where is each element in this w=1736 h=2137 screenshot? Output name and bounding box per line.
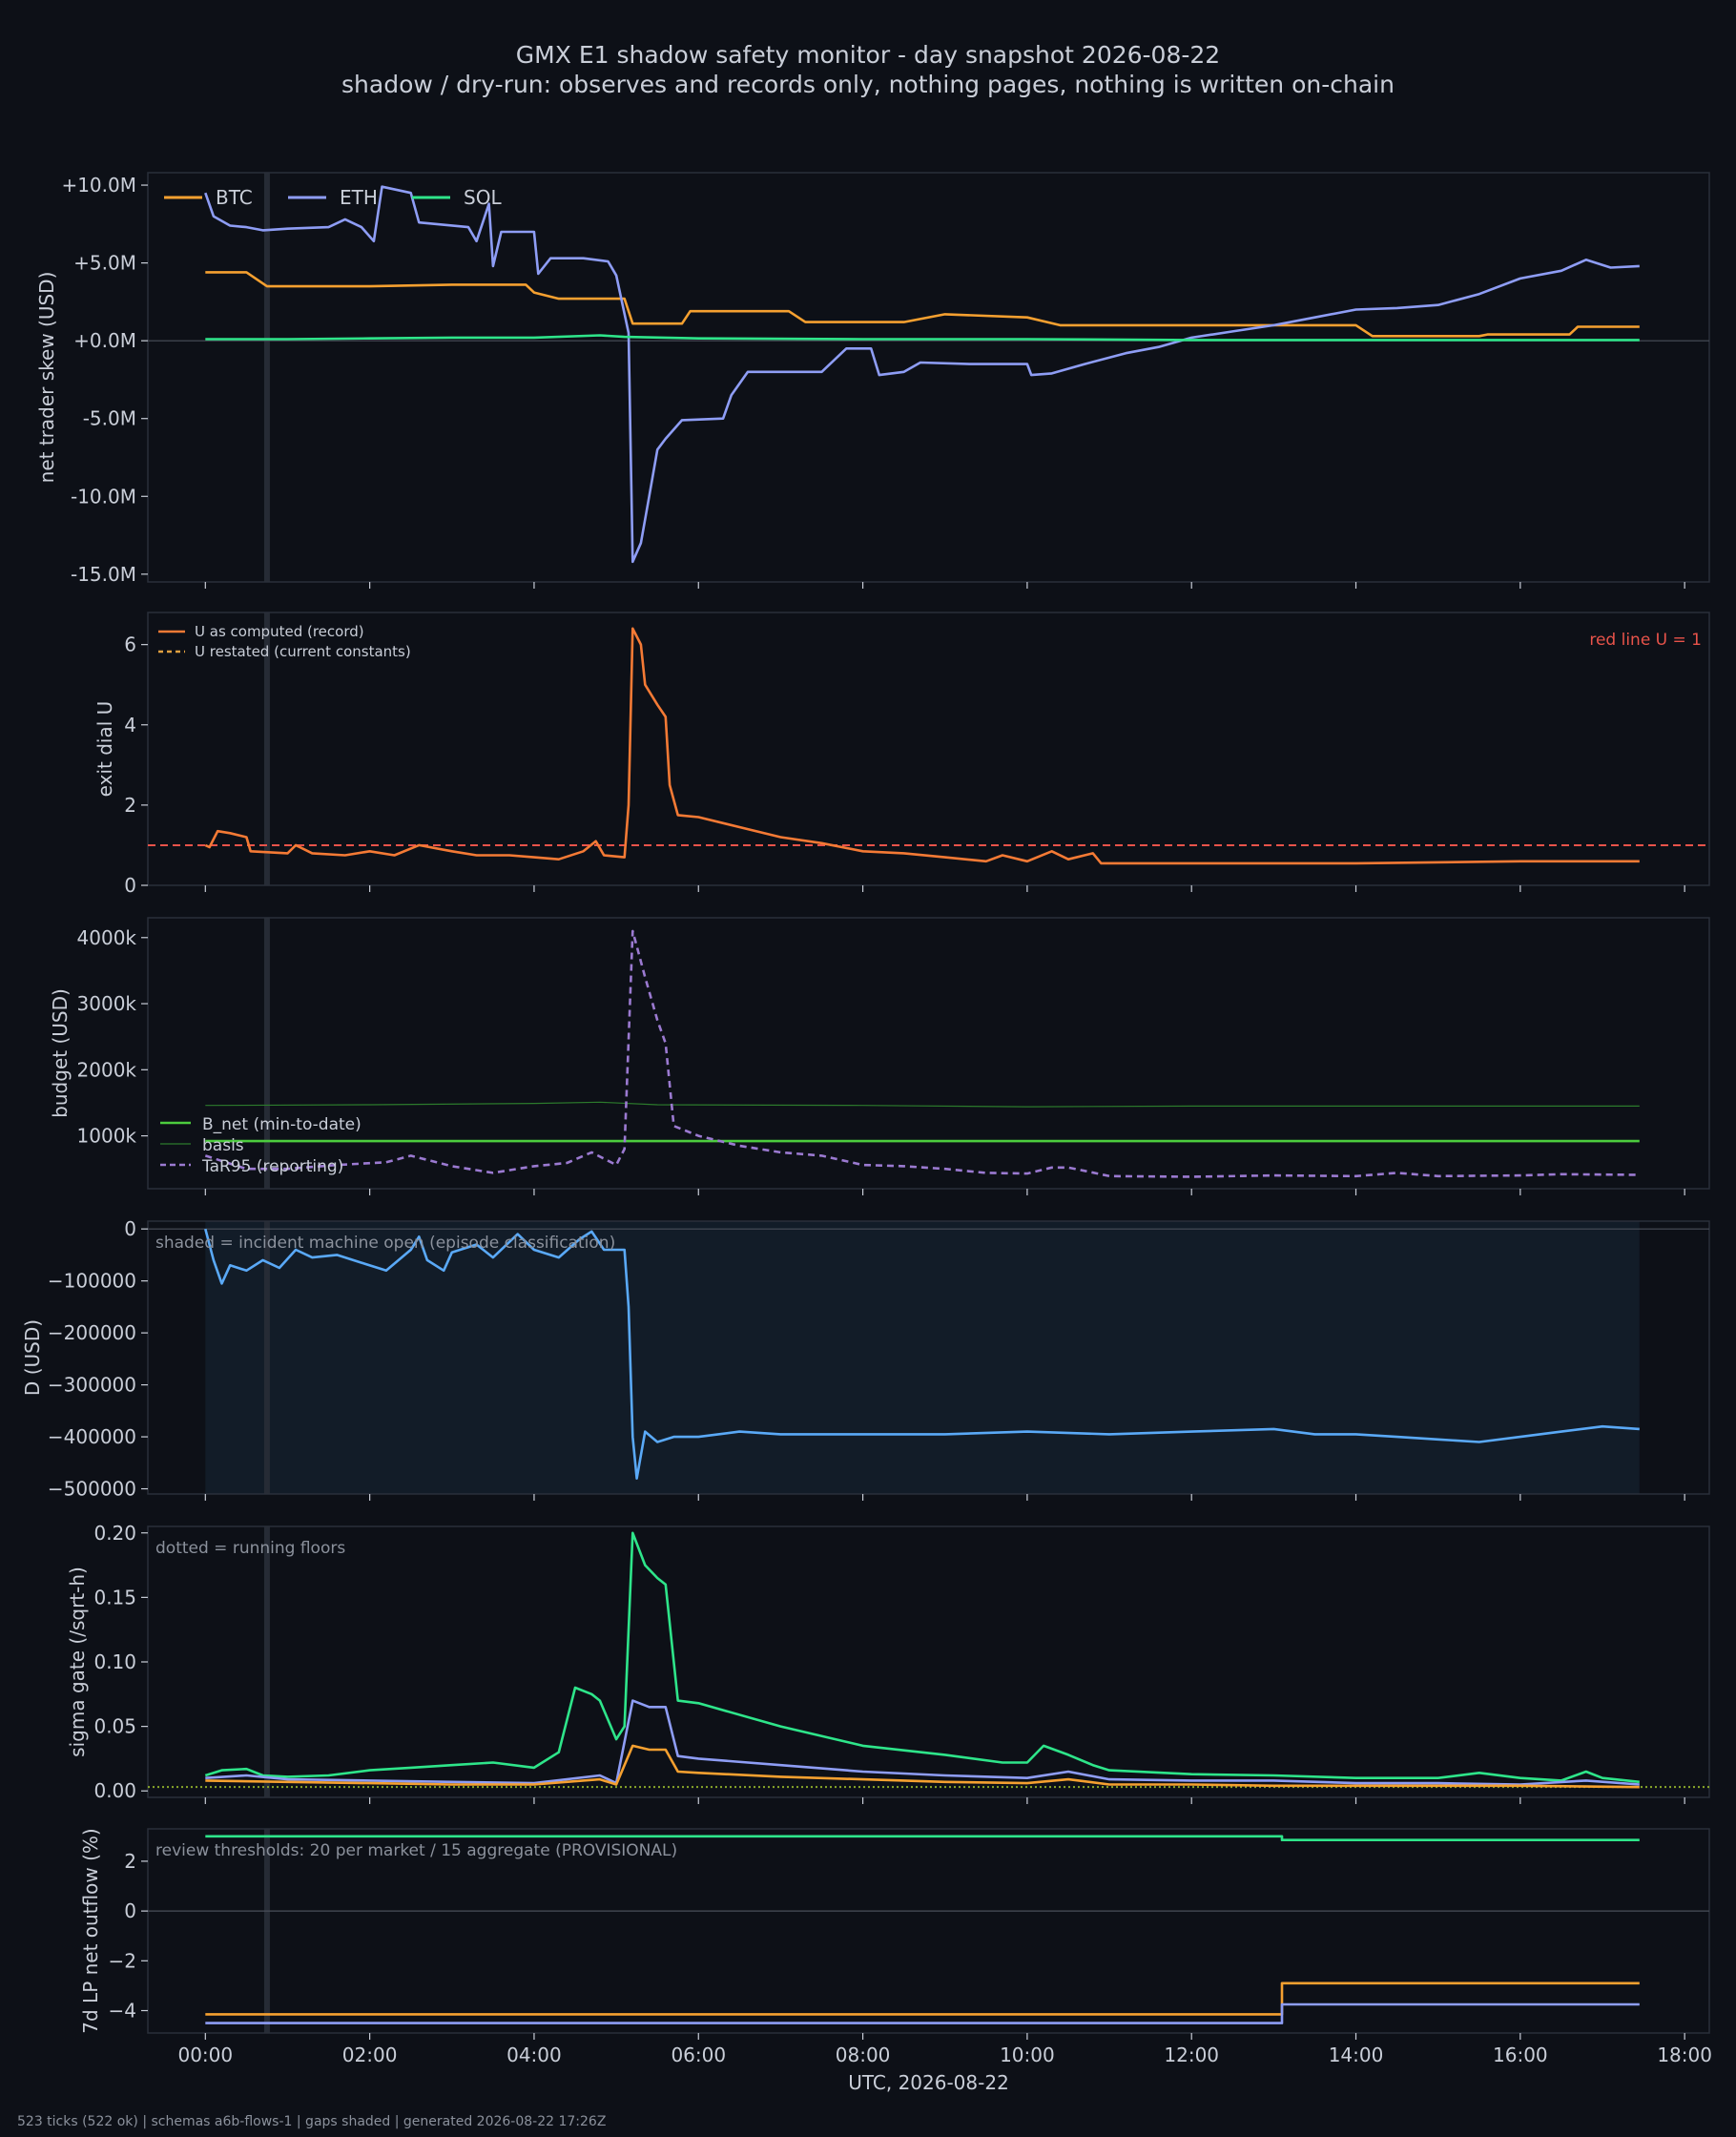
y-axis-label: sigma gate (/sqrt-h) xyxy=(66,1566,89,1757)
y-tick-label: 0 xyxy=(124,874,136,897)
x-tick-label: 10:00 xyxy=(1000,2044,1055,2066)
legend-label-u-1: U as computed (record) xyxy=(195,623,364,640)
series-line-eth xyxy=(205,1699,1640,1786)
gap-band xyxy=(263,1829,270,2033)
series-line-tar95-reporting- xyxy=(204,929,1640,1178)
x-tick-label: 16:00 xyxy=(1493,2044,1548,2066)
y-tick-label: +0.0M xyxy=(73,329,136,352)
series-line-eth xyxy=(204,185,1640,564)
series-line-u-as-computed-record- xyxy=(204,627,1640,865)
x-tick-label: 04:00 xyxy=(506,2044,562,2066)
axes-frame xyxy=(147,1525,1710,1798)
y-tick-label: 0 xyxy=(124,1217,136,1240)
y-tick-label: 4 xyxy=(124,714,136,737)
axes-frame xyxy=(147,1220,1710,1495)
y-axis-label: net trader skew (USD) xyxy=(35,272,58,484)
panel-annotation: review thresholds: 20 per market / 15 ag… xyxy=(155,1841,677,1860)
panel-3: 1000k 2000k 3000k 4000k budget (USD) xyxy=(49,917,1710,1195)
legend-label-btc: BTC xyxy=(216,186,253,209)
series-line-sol xyxy=(205,334,1640,342)
y-axis-label: budget (USD) xyxy=(49,988,72,1118)
y-tick-label: 6 xyxy=(124,633,136,656)
legend-label-budget-3: TaR95 (reporting) xyxy=(201,1157,343,1176)
legend-label-eth: ETH xyxy=(340,186,378,209)
x-axis-label: UTC, 2026-08-22 xyxy=(848,2071,1009,2094)
y-tick-label: +5.0M xyxy=(73,252,136,275)
series-line-btc xyxy=(205,271,1640,338)
series-line-d xyxy=(204,1228,1640,1480)
x-tick-label: 00:00 xyxy=(177,2044,233,2066)
y-tick-label: −500000 xyxy=(48,1478,136,1501)
y-tick-label: 0.00 xyxy=(93,1779,136,1802)
axes-frame xyxy=(147,612,1710,886)
gap-band xyxy=(263,1221,270,1494)
x-tick-label: 06:00 xyxy=(671,2044,726,2066)
panel-1: +10.0M +5.0M +0.0M -5.0M -10.0M -15.0M net tra… xyxy=(35,172,1710,589)
x-tick-label: 08:00 xyxy=(836,2044,891,2066)
y-tick-label: 1000k xyxy=(77,1125,137,1148)
series-line-sol xyxy=(204,1531,1640,1784)
x-tick-label: 12:00 xyxy=(1164,2044,1219,2066)
legend-label-budget-1: B_net (min-to-date) xyxy=(202,1115,362,1134)
series-line-basis xyxy=(205,1101,1640,1108)
panel-4: 0 −100000 −200000 −300000 −400000 −500000 D (U… xyxy=(21,1217,1710,1501)
axes-frame xyxy=(147,172,1710,583)
legend-label-budget-2: basis xyxy=(202,1136,244,1155)
y-tick-label: −2 xyxy=(109,1949,136,1972)
axes-frame xyxy=(147,1828,1710,2034)
x-tick-label: 18:00 xyxy=(1657,2044,1712,2066)
series-line-sol xyxy=(205,1835,1640,1841)
incident-shading xyxy=(205,1221,1640,1494)
y-tick-label: -10.0M xyxy=(71,485,136,508)
y-tick-label: 2000k xyxy=(77,1058,137,1081)
gap-band xyxy=(263,1526,270,1797)
legend-label-u-2: U restated (current constants) xyxy=(195,643,411,660)
panel-annotation: shaded = incident machine open (episode … xyxy=(155,1234,615,1253)
series-line-eth xyxy=(205,2002,1640,2024)
y-tick-label: −100000 xyxy=(48,1270,136,1293)
y-tick-label: 4000k xyxy=(77,926,137,949)
y-tick-label: −4 xyxy=(109,2000,136,2023)
y-tick-label: 2 xyxy=(124,1850,136,1873)
y-tick-label: −400000 xyxy=(48,1425,136,1448)
y-axis-label: D (USD) xyxy=(21,1319,44,1396)
y-axis-label: exit dial U xyxy=(93,701,116,798)
panel-6: 2 0 −2 −4 00:00 02:00 04:00 06:00 08:00 10:00 12:0… xyxy=(79,1828,1712,2094)
y-tick-label: −200000 xyxy=(48,1321,136,1344)
y-tick-label: 0.15 xyxy=(93,1586,136,1608)
panel-2: 0 2 4 6 exit dial U red line U = 1 xyxy=(93,612,1710,897)
chart-title: GMX E1 shadow safety monitor - day snaps… xyxy=(516,41,1220,69)
y-tick-label: 0 xyxy=(124,1899,136,1922)
panel-annotation: dotted = running floors xyxy=(155,1539,345,1558)
y-tick-label: -15.0M xyxy=(71,563,136,586)
y-tick-label: 3000k xyxy=(77,992,137,1015)
legend-label-sol: SOL xyxy=(464,186,502,209)
series-line-btc xyxy=(205,1744,1640,1789)
x-tick-label: 02:00 xyxy=(342,2044,398,2066)
gap-band xyxy=(263,612,270,885)
y-tick-label: −300000 xyxy=(48,1374,136,1397)
y-tick-label: 0.20 xyxy=(93,1522,136,1545)
chart-subtitle: shadow / dry-run: observes and records o… xyxy=(341,71,1395,98)
y-tick-label: -5.0M xyxy=(83,407,136,430)
y-tick-label: 2 xyxy=(124,794,136,817)
gap-band xyxy=(263,918,270,1189)
y-tick-label: +10.0M xyxy=(61,174,136,197)
y-axis-label: 7d LP net outflow (%) xyxy=(79,1828,102,2033)
gap-band xyxy=(263,173,270,582)
y-tick-label: 0.05 xyxy=(93,1715,136,1738)
axes-frame xyxy=(147,917,1710,1190)
redline-annotation: red line U = 1 xyxy=(1589,631,1702,650)
series-line-btc xyxy=(205,1981,1640,2016)
footer-text: 523 ticks (522 ok) | schemas a6b-flows-1… xyxy=(17,2114,606,2129)
y-tick-label: 0.10 xyxy=(93,1650,136,1673)
x-tick-label: 14:00 xyxy=(1329,2044,1384,2066)
panels: +10.0M +5.0M +0.0M -5.0M -10.0M -15.0M net tra… xyxy=(21,172,1712,2094)
